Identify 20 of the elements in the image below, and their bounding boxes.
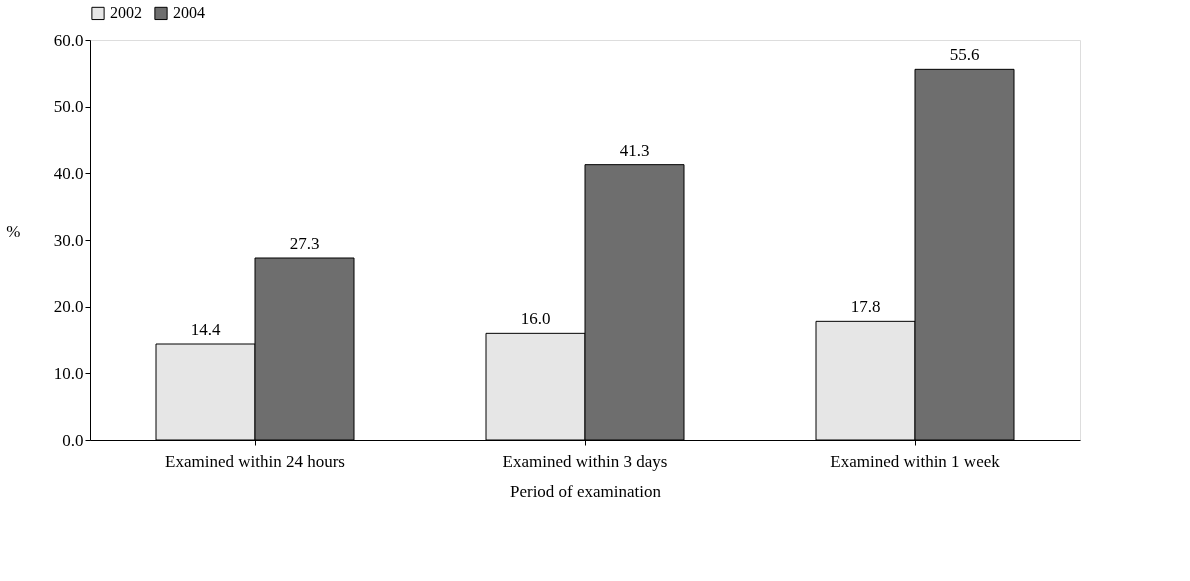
y-axis-title: %	[6, 221, 21, 241]
data-label: 14.4	[190, 320, 221, 339]
y-tick-label: 60.0	[53, 30, 84, 50]
y-tick-label: 30.0	[53, 230, 84, 250]
x-tick-label: Examined within 3 days	[502, 451, 668, 471]
data-label: 17.8	[850, 297, 881, 317]
y-tick-label: 20.0	[53, 297, 84, 317]
data-label: 27.3	[289, 234, 320, 253]
data-label: 41.3	[619, 140, 650, 160]
x-tick-label: Examined within 24 hours	[165, 451, 345, 471]
y-tick-label: 0.0	[62, 430, 84, 450]
data-label: 55.6	[949, 45, 980, 65]
x-tick-label: Examined within 1 week	[830, 451, 1001, 471]
y-tick-label: 50.0	[53, 97, 84, 117]
y-tick-label: 40.0	[53, 163, 84, 183]
x-axis-title: Period of examination	[509, 481, 662, 501]
legend-label: 2004	[173, 4, 205, 22]
data-label: 16.0	[520, 309, 551, 329]
legend-label: 2002	[110, 4, 142, 22]
y-tick-label: 10.0	[53, 363, 84, 383]
